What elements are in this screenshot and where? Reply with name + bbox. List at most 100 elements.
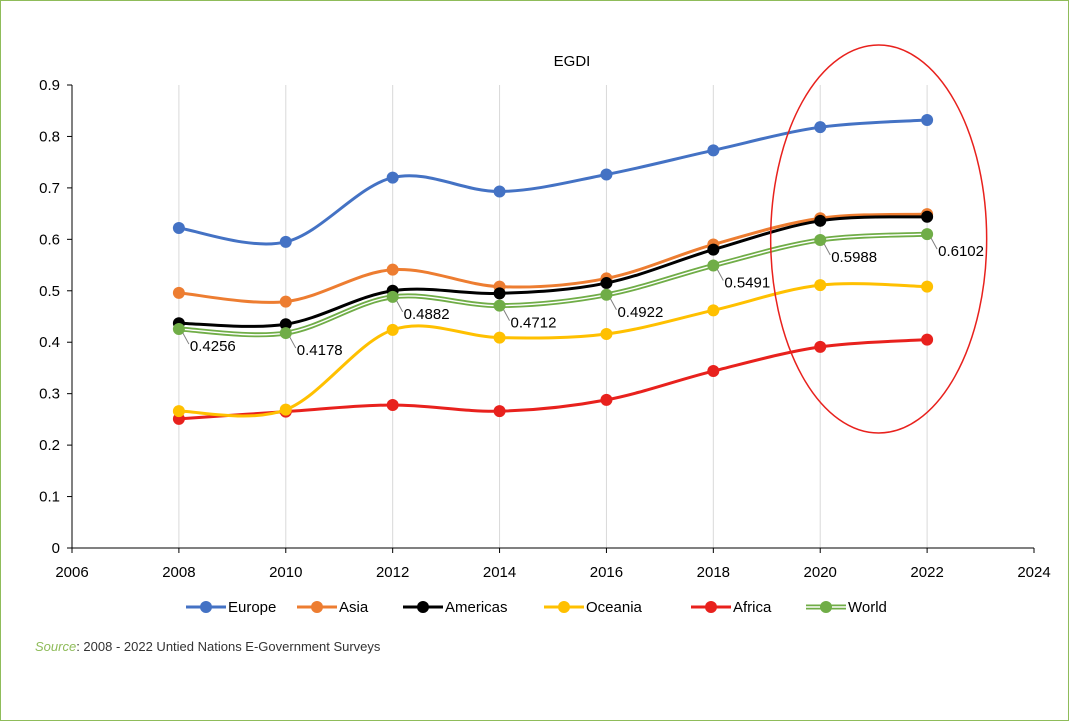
y-tick-label: 0.4 bbox=[39, 334, 60, 351]
data-point-americas bbox=[707, 243, 720, 256]
x-tick-label: 2016 bbox=[590, 564, 623, 581]
chart-title: EGDI bbox=[554, 53, 591, 70]
data-point-americas bbox=[493, 287, 506, 300]
highlight-ellipse bbox=[769, 44, 988, 434]
data-point-oceania bbox=[707, 304, 720, 317]
data-point-asia bbox=[386, 263, 399, 276]
data-point-world bbox=[386, 290, 399, 303]
data-point-oceania bbox=[814, 279, 827, 292]
x-tick-label: 2006 bbox=[55, 564, 88, 581]
data-point-americas bbox=[921, 210, 934, 223]
data-point-oceania bbox=[493, 331, 506, 344]
data-point-europe bbox=[707, 144, 720, 157]
legend-label-asia: Asia bbox=[339, 599, 369, 616]
data-point-africa bbox=[707, 365, 720, 378]
x-tick-label: 2010 bbox=[269, 564, 302, 581]
legend-label-americas: Americas bbox=[445, 599, 508, 616]
data-label: 0.5988 bbox=[831, 249, 877, 266]
data-point-oceania bbox=[279, 403, 292, 416]
source-text: : 2008 - 2022 Untied Nations E-Governmen… bbox=[76, 639, 381, 654]
data-point-africa bbox=[600, 393, 613, 406]
data-point-oceania bbox=[921, 280, 934, 293]
data-label: 0.4882 bbox=[404, 306, 450, 323]
data-label-leader bbox=[182, 332, 190, 345]
data-point-world bbox=[814, 233, 827, 246]
data-point-oceania bbox=[386, 323, 399, 336]
legend-marker-asia bbox=[311, 601, 323, 613]
data-label: 0.4922 bbox=[617, 304, 663, 321]
data-label-leader bbox=[823, 243, 831, 256]
data-point-world bbox=[707, 259, 720, 272]
data-point-oceania bbox=[600, 327, 613, 340]
data-point-americas bbox=[279, 318, 292, 331]
legend-marker-world bbox=[820, 601, 832, 613]
data-label-leader bbox=[289, 336, 297, 349]
legend-marker-europe bbox=[200, 601, 212, 613]
data-point-asia bbox=[279, 295, 292, 308]
y-tick-label: 0.1 bbox=[39, 489, 60, 506]
x-tick-label: 2012 bbox=[376, 564, 409, 581]
data-point-europe bbox=[172, 222, 185, 235]
data-point-africa bbox=[493, 405, 506, 418]
data-label: 0.5491 bbox=[724, 275, 770, 292]
legend-marker-oceania bbox=[558, 601, 570, 613]
data-label-leader bbox=[930, 237, 938, 250]
data-point-europe bbox=[600, 168, 613, 181]
x-tick-label: 2020 bbox=[804, 564, 837, 581]
data-label-leader bbox=[503, 309, 510, 321]
legend-label-europe: Europe bbox=[228, 599, 276, 616]
legend-marker-africa bbox=[705, 601, 717, 613]
series-line-asia bbox=[178, 212, 928, 304]
series-line-africa bbox=[178, 338, 928, 421]
data-point-world bbox=[493, 299, 506, 312]
data-point-africa bbox=[386, 398, 399, 411]
data-point-americas bbox=[814, 214, 827, 227]
y-tick-label: 0.5 bbox=[39, 283, 60, 300]
data-point-americas bbox=[600, 277, 613, 290]
y-tick-label: 0.8 bbox=[39, 128, 60, 145]
x-tick-label: 2022 bbox=[910, 564, 943, 581]
legend-label-oceania: Oceania bbox=[586, 599, 643, 616]
data-point-asia bbox=[172, 286, 185, 299]
data-label: 0.4256 bbox=[190, 338, 236, 355]
source-note: Source: 2008 - 2022 Untied Nations E-Gov… bbox=[35, 639, 380, 654]
y-tick-label: 0.3 bbox=[39, 386, 60, 403]
x-tick-label: 2014 bbox=[483, 564, 516, 581]
data-label: 0.6102 bbox=[938, 243, 984, 260]
series-line-europe bbox=[178, 118, 928, 246]
x-tick-label: 2024 bbox=[1017, 564, 1050, 581]
legend-label-world: World bbox=[848, 599, 887, 616]
data-point-world bbox=[279, 327, 292, 340]
data-point-europe bbox=[493, 185, 506, 198]
y-tick-label: 0.7 bbox=[39, 180, 60, 197]
series-line-americas bbox=[178, 215, 928, 328]
data-label-leader bbox=[610, 298, 617, 311]
x-tick-label: 2008 bbox=[162, 564, 195, 581]
data-label: 0.4178 bbox=[297, 342, 343, 359]
data-point-europe bbox=[386, 171, 399, 184]
source-label: Source bbox=[35, 639, 77, 654]
y-tick-label: 0.9 bbox=[39, 77, 60, 94]
y-tick-label: 0.6 bbox=[39, 231, 60, 248]
data-point-world bbox=[172, 323, 185, 336]
data-label: 0.4712 bbox=[511, 315, 557, 332]
data-point-world bbox=[600, 288, 613, 301]
y-tick-label: 0 bbox=[52, 540, 60, 557]
legend-marker-americas bbox=[417, 601, 429, 613]
data-point-europe bbox=[921, 113, 934, 126]
data-point-africa bbox=[921, 333, 934, 346]
data-point-world bbox=[921, 228, 934, 241]
data-point-africa bbox=[814, 340, 827, 353]
series-line-inner-world bbox=[178, 233, 928, 336]
data-point-europe bbox=[279, 235, 292, 248]
data-point-europe bbox=[814, 121, 827, 134]
legend-label-africa: Africa bbox=[733, 599, 772, 616]
data-label-leader bbox=[716, 269, 724, 281]
y-tick-label: 0.2 bbox=[39, 437, 60, 454]
x-tick-label: 2018 bbox=[697, 564, 730, 581]
series-line-oceania bbox=[178, 282, 928, 418]
data-point-oceania bbox=[172, 405, 185, 418]
data-label-leader bbox=[396, 300, 404, 313]
